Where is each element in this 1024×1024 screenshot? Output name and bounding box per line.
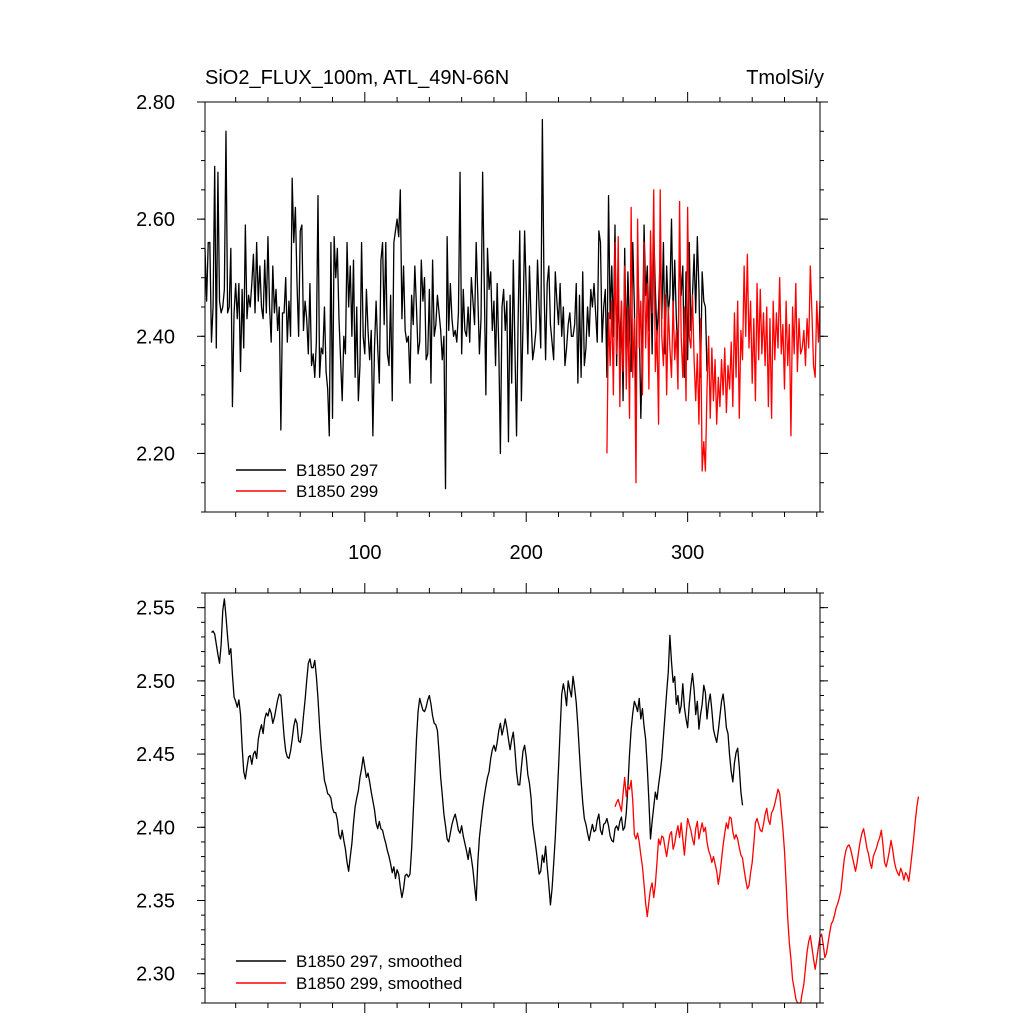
- top-series-lines: [204, 118, 821, 490]
- x-tick-label: 100: [348, 542, 381, 564]
- y-tick-label: 2.40: [136, 326, 175, 348]
- top-axis-ticks: 2.20 2.40 2.60 2.80 100 200 300: [136, 92, 828, 564]
- series-line-b1850-297: [211, 598, 744, 906]
- series-line-b1850-297: [204, 118, 708, 490]
- bottom-axis-ticks: 2.30 2.35 2.40 2.45 2.50 2.55: [136, 583, 828, 1013]
- chart-units: TmolSi/y: [746, 67, 824, 89]
- bottom-legend: B1850 297, smoothed B1850 299, smoothed: [236, 952, 462, 993]
- y-tick-label: 2.45: [136, 744, 175, 766]
- top-legend: B1850 297 B1850 299: [236, 461, 378, 501]
- y-tick-label: 2.55: [136, 598, 175, 620]
- bottom-legend-label-297: B1850 297, smoothed: [296, 952, 462, 971]
- series-line-b1850-299: [606, 189, 821, 484]
- top-legend-label-299: B1850 299: [296, 482, 378, 501]
- top-panel: SiO2_FLUX_100m, ATL_49N-66N TmolSi/y 2.2…: [136, 67, 828, 564]
- bottom-plot-frame: [204, 592, 821, 1004]
- series-line-b1850-299: [614, 776, 920, 1004]
- y-tick-label: 2.30: [136, 964, 175, 986]
- y-tick-label: 2.80: [136, 92, 175, 114]
- top-plot-frame: [204, 101, 821, 513]
- y-tick-label: 2.20: [136, 443, 175, 465]
- y-tick-label: 2.60: [136, 209, 175, 231]
- bottom-panel: 2.30 2.35 2.40 2.45 2.50 2.55 B1850 297, smoo…: [136, 583, 920, 1013]
- y-tick-label: 2.50: [136, 671, 175, 693]
- bottom-series-lines: [211, 598, 920, 1004]
- y-tick-label: 2.40: [136, 817, 175, 839]
- x-tick-label: 200: [510, 542, 543, 564]
- chart-title: SiO2_FLUX_100m, ATL_49N-66N: [205, 67, 509, 89]
- bottom-legend-label-299: B1850 299, smoothed: [296, 974, 462, 993]
- y-tick-label: 2.35: [136, 891, 175, 913]
- x-tick-label: 300: [671, 542, 704, 564]
- top-legend-label-297: B1850 297: [296, 461, 378, 480]
